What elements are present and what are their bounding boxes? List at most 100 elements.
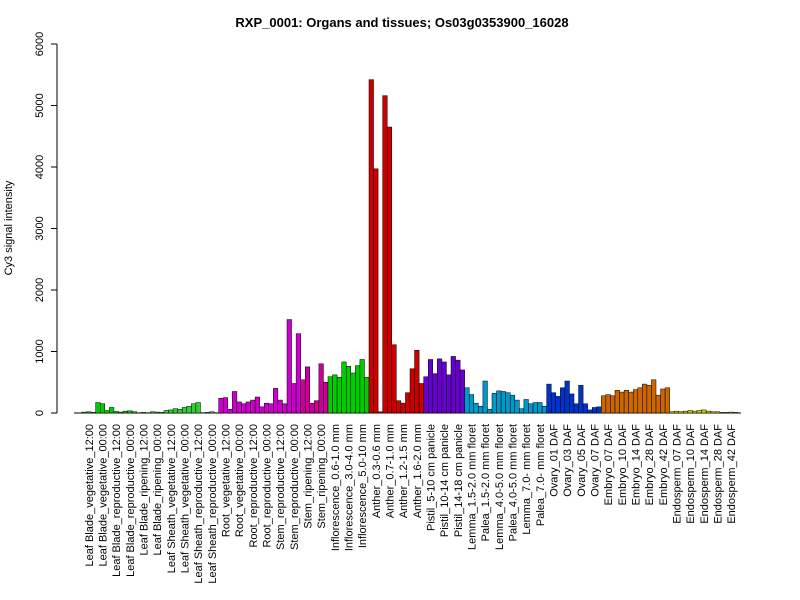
bar xyxy=(441,361,447,414)
bar xyxy=(150,411,156,414)
x-category-label: Palea_7.0- mm floret xyxy=(535,424,547,526)
x-category-label: Embryo_14 DAF xyxy=(631,424,643,506)
bar xyxy=(368,79,374,414)
x-category-label: Stem_reproductive_12:00 xyxy=(275,424,287,550)
x-category-label: Pistil_10-14 cm panicle xyxy=(439,424,451,537)
bar xyxy=(632,389,639,414)
y-tick-label: 1000 xyxy=(34,339,46,363)
x-category-label: Leaf Sheath_vegetative_12:00 xyxy=(166,424,178,573)
bar xyxy=(669,411,675,414)
bar xyxy=(286,319,292,414)
bar xyxy=(336,377,342,414)
x-category-label: Palea_4.0-5.0 mm floret xyxy=(508,424,520,541)
bar xyxy=(642,383,648,414)
bar xyxy=(268,403,274,414)
bar xyxy=(646,385,652,414)
bar xyxy=(478,405,484,414)
bars xyxy=(81,79,739,414)
bar xyxy=(714,411,721,414)
bar xyxy=(323,382,329,414)
bar xyxy=(473,402,479,414)
x-category-label: Embryo_28 DAF xyxy=(644,424,656,506)
bar xyxy=(314,400,320,414)
bar xyxy=(596,406,602,414)
x-category-label: Inflorescence_3.0-4.0 mm xyxy=(344,424,356,551)
x-category-label: Endosperm_10 DAF xyxy=(685,424,697,524)
bar xyxy=(104,410,110,414)
x-category-label: Endosperm_28 DAF xyxy=(713,424,725,524)
bar xyxy=(245,401,251,414)
bar xyxy=(259,406,265,414)
y-tick-label: 2000 xyxy=(34,278,46,302)
bar xyxy=(614,389,620,414)
x-category-label: Embryo_10 DAF xyxy=(617,424,629,506)
bar xyxy=(628,391,634,414)
bar xyxy=(528,403,534,414)
bar xyxy=(423,376,429,414)
bar xyxy=(710,411,716,414)
bar xyxy=(218,397,224,414)
bar xyxy=(250,399,256,414)
bar xyxy=(564,380,570,414)
bar xyxy=(350,372,356,414)
y-tick-label: 3000 xyxy=(34,216,46,240)
bar xyxy=(692,410,698,414)
bar xyxy=(318,363,324,414)
bar xyxy=(195,402,201,414)
bar xyxy=(573,403,579,414)
y-tick-label: 0 xyxy=(34,410,46,416)
x-category-label: Leaf Blade_vegetative_00:00 xyxy=(98,424,110,567)
bar xyxy=(282,403,288,414)
bar xyxy=(569,393,575,414)
bar xyxy=(505,392,511,414)
bar xyxy=(660,388,666,414)
bar xyxy=(159,412,165,414)
bar xyxy=(309,402,315,414)
bar xyxy=(109,407,115,414)
x-category-label: Anther_1.6-2.0 mm xyxy=(412,424,424,518)
x-category-label: Stem_reproductive_00:00 xyxy=(289,424,301,550)
x-category-label: Leaf Blade_ripening_00:00 xyxy=(152,424,164,556)
bar xyxy=(678,411,684,414)
bar xyxy=(118,411,124,414)
bar xyxy=(496,390,502,414)
bar xyxy=(345,366,352,414)
bar xyxy=(537,402,543,414)
x-category-label: Leaf Sheath_vegetative_00:00 xyxy=(180,424,192,573)
bar xyxy=(664,387,670,414)
bar xyxy=(719,412,725,414)
x-category-label: Leaf Sheath_reproductive_12:00 xyxy=(193,424,205,584)
bar xyxy=(619,391,625,414)
bar xyxy=(610,395,616,414)
bar xyxy=(455,359,461,414)
bar xyxy=(514,399,520,414)
x-category-label: Leaf Blade_reproductive_12:00 xyxy=(111,424,123,577)
bar xyxy=(405,392,411,414)
x-category-label: Ovary_03 DAF xyxy=(562,424,574,497)
bar xyxy=(482,380,488,414)
bar xyxy=(377,411,383,414)
bar xyxy=(605,394,611,414)
bar xyxy=(300,379,306,414)
bar xyxy=(432,373,438,414)
x-category-label: Endosperm_42 DAF xyxy=(726,424,738,524)
bar xyxy=(446,374,452,414)
bar xyxy=(509,394,516,414)
bar xyxy=(400,402,406,414)
bar xyxy=(683,410,689,414)
x-category-label: Ovary_01 DAF xyxy=(549,424,561,497)
bar xyxy=(181,407,188,414)
bar xyxy=(186,405,192,414)
x-category-label: Leaf Blade_vegetative_12:00 xyxy=(84,424,96,567)
bar xyxy=(437,358,443,414)
x-category-label: Endosperm_07 DAF xyxy=(672,424,684,524)
x-category-label: Inflorescence_5.0-10 mm xyxy=(357,424,369,548)
bar xyxy=(519,408,525,414)
bar xyxy=(140,412,147,414)
x-category-label: Lemma_7.0- mm floret xyxy=(521,424,533,535)
bar xyxy=(491,393,497,414)
x-category-label: Root_vegetative_00:00 xyxy=(234,424,246,537)
bar xyxy=(724,412,730,414)
bar xyxy=(601,395,607,414)
